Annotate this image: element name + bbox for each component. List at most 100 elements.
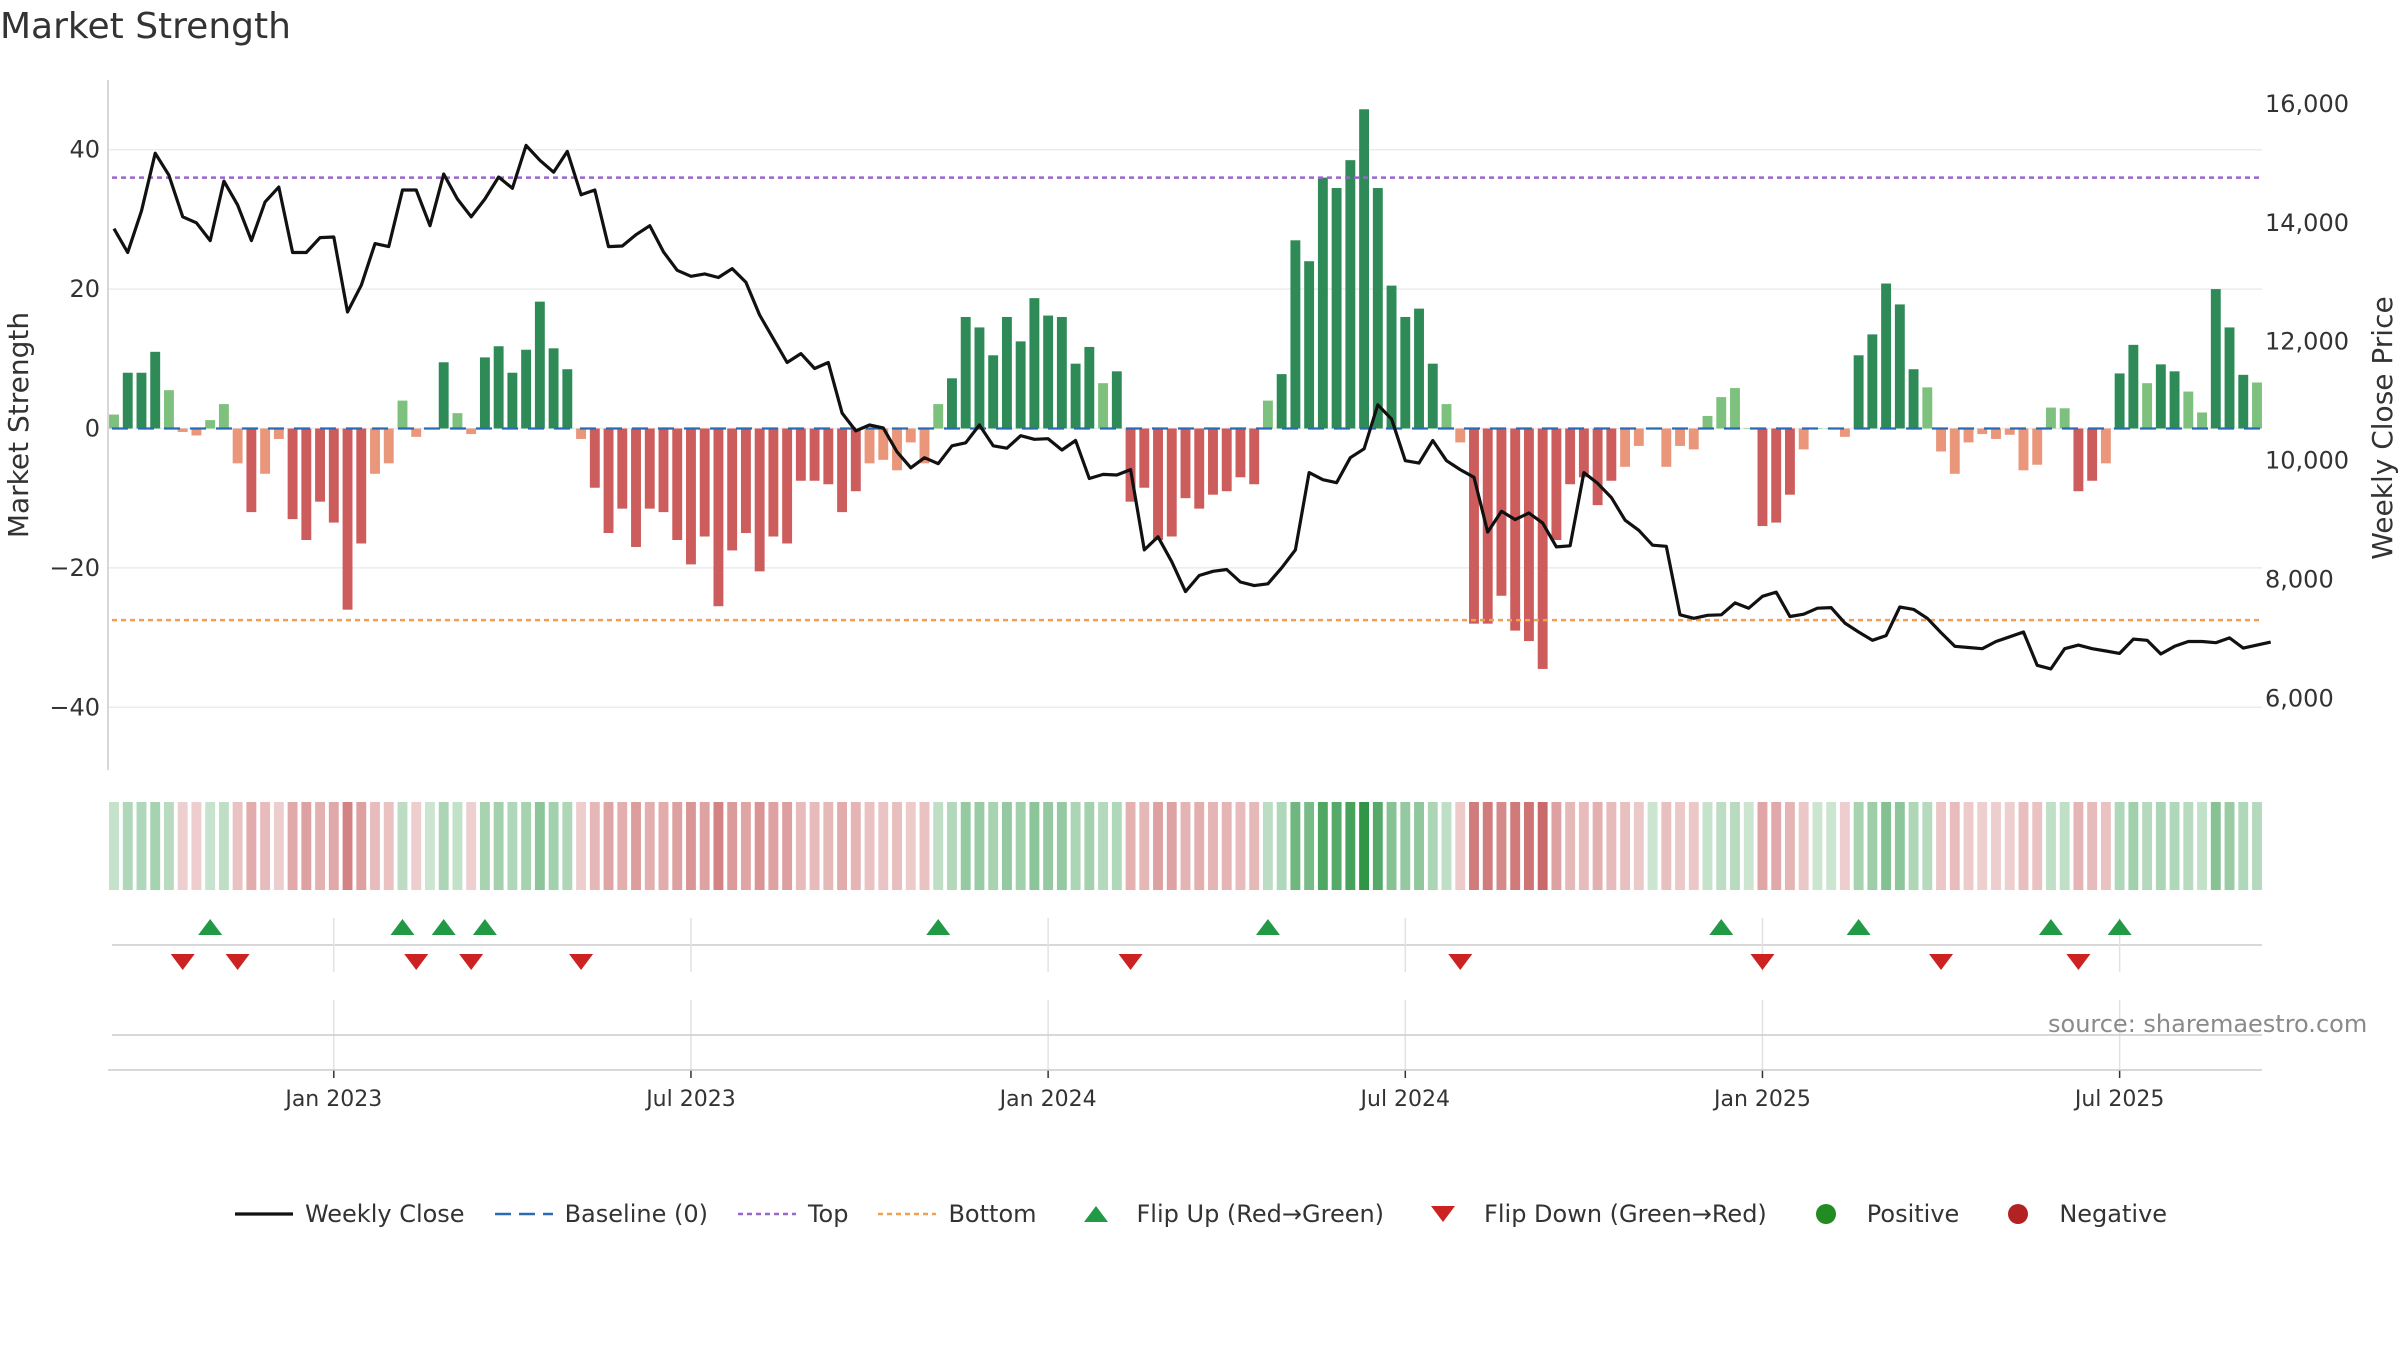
- heat-cell: [287, 802, 298, 890]
- heat-cell: [1043, 802, 1054, 890]
- heat-cell: [1208, 802, 1218, 890]
- y2-tick-label: 16,000: [2265, 90, 2349, 118]
- strength-bar: [2045, 407, 2056, 429]
- strength-bar: [1523, 428, 1534, 642]
- heat-cell: [109, 802, 119, 890]
- strength-bar: [947, 378, 957, 429]
- heat-cell: [686, 802, 696, 890]
- strength-bar: [232, 428, 243, 464]
- strength-bar: [837, 428, 848, 513]
- heat-cell: [782, 802, 793, 890]
- flip-down-marker: [225, 954, 250, 970]
- strength-bar: [383, 428, 394, 464]
- heat-cell: [1029, 802, 1040, 890]
- heat-cell: [2100, 802, 2111, 890]
- legend-item-negative: Negative: [1987, 1200, 2167, 1228]
- strength-bar: [1029, 298, 1040, 429]
- strength-bar: [562, 369, 573, 429]
- heat-cell: [1276, 802, 1287, 890]
- y2-tick-label: 8,000: [2265, 566, 2334, 594]
- heat-cell: [1331, 802, 1342, 890]
- strength-bar: [1235, 428, 1246, 478]
- chart-title: Market Strength: [0, 6, 291, 47]
- heat-cell: [699, 802, 710, 890]
- flip-up-marker: [390, 919, 415, 935]
- strength-bar: [686, 428, 696, 565]
- heat-cell: [1633, 802, 1644, 890]
- legend-symbol-top: [736, 1202, 798, 1226]
- y2-tick-label: 6,000: [2265, 685, 2334, 713]
- strength-bar: [1784, 428, 1795, 495]
- strength-bar: [1359, 109, 1370, 429]
- heat-cell: [672, 802, 683, 890]
- heat-cell: [1070, 802, 1081, 890]
- strength-bar: [1056, 316, 1067, 429]
- strength-bar: [1262, 400, 1273, 429]
- heat-cell: [383, 802, 394, 890]
- strength-bar: [1730, 388, 1740, 429]
- strength-bar: [2224, 327, 2235, 429]
- heat-cell: [589, 802, 600, 890]
- strength-bar: [974, 327, 985, 429]
- x-tick-label: Jul 2025: [2073, 1087, 2165, 1112]
- legend-label: Positive: [1866, 1200, 1960, 1228]
- strength-bar: [356, 428, 367, 544]
- heat-cell: [2224, 802, 2235, 890]
- strength-bar: [631, 428, 641, 547]
- heat-cell: [315, 802, 326, 890]
- strength-bar: [672, 428, 683, 540]
- strength-bar: [1015, 341, 1026, 429]
- heat-cell: [1592, 802, 1603, 890]
- strength-bar: [1688, 428, 1699, 450]
- strength-bar: [1537, 428, 1548, 669]
- strength-bar: [933, 404, 944, 429]
- strength-bar: [2073, 428, 2084, 492]
- heat-cell: [1125, 802, 1136, 890]
- heat-cell: [1015, 802, 1026, 890]
- strength-bar: [411, 428, 422, 437]
- strength-bar: [644, 428, 655, 509]
- heat-cell: [150, 802, 161, 890]
- legend-label: Top: [807, 1200, 849, 1228]
- legend-symbol-positive: [1795, 1202, 1857, 1226]
- heat-cell: [1372, 802, 1383, 890]
- heat-cell: [438, 802, 449, 890]
- strength-bar: [1469, 428, 1479, 624]
- heat-cell: [246, 802, 257, 890]
- heat-cell: [356, 802, 367, 890]
- heat-cell: [301, 802, 312, 890]
- strength-bar: [1153, 428, 1163, 540]
- strength-bar: [507, 372, 518, 429]
- heat-cell: [1262, 802, 1273, 890]
- heat-cell: [2210, 802, 2221, 890]
- heat-cell: [1180, 802, 1191, 890]
- heat-cell: [1908, 802, 1919, 890]
- heat-cell: [823, 802, 834, 890]
- strength-bar: [919, 428, 930, 464]
- strength-bar: [850, 428, 861, 492]
- heat-cell: [1098, 802, 1109, 890]
- heat-cell: [1345, 802, 1356, 890]
- strength-bar: [1839, 428, 1850, 437]
- strength-bar: [2128, 344, 2139, 429]
- strength-bar: [1414, 308, 1424, 429]
- strength-bar: [1977, 428, 1988, 435]
- heat-cell: [1771, 802, 1782, 890]
- legend: Weekly Close Baseline (0) Top Bottom Flip Up…: [0, 1200, 2400, 1228]
- strength-bar: [164, 390, 174, 429]
- heat-cell: [2073, 802, 2084, 890]
- strength-heat-strip: [109, 802, 2262, 890]
- strength-bar: [301, 428, 312, 540]
- strength-bars: [109, 109, 2262, 669]
- heat-cell: [2252, 802, 2262, 890]
- strength-bar: [960, 316, 971, 429]
- strength-bar: [1043, 315, 1054, 429]
- heat-cell: [2142, 802, 2153, 890]
- flip-down-marker: [1448, 954, 1473, 970]
- strength-bar: [1331, 188, 1342, 429]
- heat-cell: [713, 802, 724, 890]
- strength-bar: [109, 414, 119, 429]
- strength-bar: [1949, 428, 1960, 474]
- legend-symbol-close: [233, 1202, 295, 1226]
- strength-bar: [809, 428, 820, 481]
